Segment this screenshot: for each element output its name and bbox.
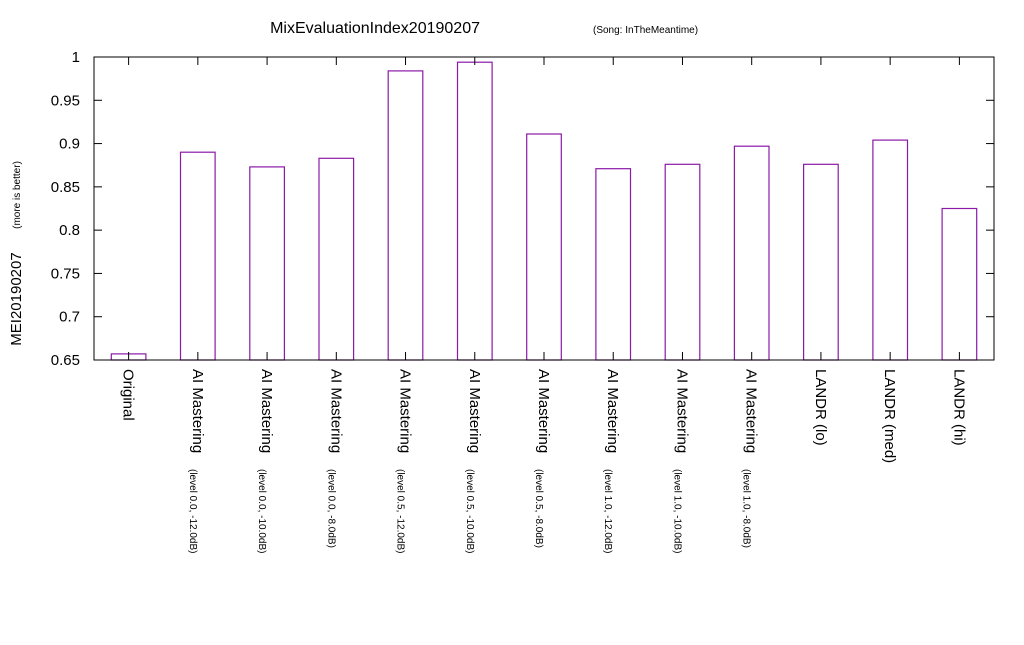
bar — [456, 61, 493, 361]
bar — [872, 139, 909, 361]
x-tick-sublabel: (level 1.0, -12.0dB) — [602, 469, 613, 554]
y-tick-label: 0.95 — [51, 92, 80, 109]
y-tick-label: 0.9 — [59, 136, 80, 153]
x-tick-sublabel: (level 1.0, -10.0dB) — [672, 469, 683, 554]
y-tick-label: 0.65 — [51, 352, 80, 369]
bar — [387, 70, 424, 361]
chart-subtitle: (Song: InTheMeantime) — [593, 25, 698, 36]
bar — [941, 207, 978, 361]
x-tick-sublabel: (level 0.5, -12.0dB) — [395, 469, 406, 554]
y-tick-label: 1 — [72, 49, 80, 66]
y-tick-label: 0.75 — [51, 265, 80, 282]
x-tick-sublabel: (level 0.0, -12.0dB) — [187, 469, 198, 554]
x-tick-label: AI Mastering — [397, 369, 414, 453]
x-tick-label: AI Mastering — [189, 369, 206, 453]
x-tick-label: AI Mastering — [674, 369, 691, 453]
x-tick-label: Original — [120, 369, 137, 421]
x-tick-label: LANDR (hi) — [950, 369, 967, 446]
bar — [526, 133, 562, 361]
axes-layer: 0.65 0.7 0.75 0.8 0.85 0.9 0.95 1 Original AI Mas… — [51, 49, 995, 554]
x-tick-label: AI Mastering — [327, 369, 344, 453]
y-axis-label: MEI20190207 — [8, 252, 25, 345]
x-tick-sublabel: (level 0.0, -8.0dB) — [325, 469, 336, 548]
bar — [664, 163, 701, 361]
x-tick-sublabel: (level 0.5, -10.0dB) — [464, 469, 475, 554]
x-tick-sublabel: (level 0.0, -10.0dB) — [256, 469, 267, 554]
x-tick-label: AI Mastering — [466, 369, 483, 453]
x-tick-label: LANDR (lo) — [812, 369, 829, 446]
bar — [249, 166, 286, 361]
plot-frame — [93, 56, 995, 361]
x-tick-sublabel: (level 0.5, -8.0dB) — [533, 469, 544, 548]
x-tick-label: AI Mastering — [535, 369, 552, 453]
bar — [595, 168, 632, 361]
y-tick-label: 0.7 — [59, 309, 80, 326]
x-tick-sublabel: (level 1.0, -8.0dB) — [741, 469, 752, 548]
chart-title: MixEvaluationIndex20190207 — [270, 20, 480, 37]
x-tick-label: AI Mastering — [604, 369, 621, 453]
y-tick-label: 0.8 — [59, 222, 80, 239]
x-tick-label: LANDR (med) — [881, 369, 898, 463]
bar — [179, 151, 216, 361]
x-tick-label: AI Mastering — [743, 369, 760, 453]
x-tick-label: AI Mastering — [258, 369, 275, 453]
bar — [802, 163, 839, 361]
bars-layer — [110, 61, 978, 361]
y-axis-label-note: (more is better) — [12, 161, 23, 229]
bar — [318, 157, 355, 361]
y-tick-label: 0.85 — [51, 179, 80, 196]
bar — [733, 145, 770, 361]
